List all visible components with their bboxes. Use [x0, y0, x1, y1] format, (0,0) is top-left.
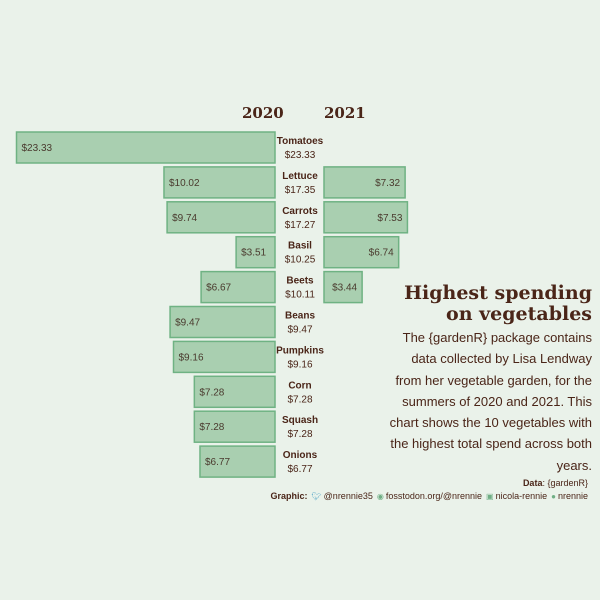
github-handle: nrennie [557, 491, 588, 501]
bar-label-2021-beets: $3.44 [332, 283, 357, 294]
bar-label-2020-onions: $6.77 [205, 457, 230, 468]
category-label-pumpkins: Pumpkins [276, 345, 324, 356]
year-header-2020: 2020 [242, 104, 284, 122]
bar-label-2020-squash: $7.28 [199, 422, 224, 433]
bar-2020-corn [193, 375, 276, 409]
category-label-beets: Beets [286, 276, 314, 287]
bar-2021-beets [323, 270, 363, 304]
category-label-basil: Basil [288, 241, 312, 252]
twitter-icon: 🐦︎ [311, 492, 322, 501]
bar-label-2020-basil: $3.51 [241, 248, 266, 259]
category-label-corn: Corn [288, 380, 311, 391]
bar-label-2021-basil: $6.74 [369, 248, 394, 259]
bar-label-2020-tomatoes: $23.33 [22, 143, 53, 154]
total-label-beans: $9.47 [287, 325, 312, 336]
total-label-corn: $7.28 [287, 394, 312, 405]
bar-2020-beets [200, 270, 276, 304]
bar-2020-basil [235, 235, 276, 269]
category-label-squash: Squash [282, 415, 318, 426]
total-label-basil: $10.25 [285, 255, 316, 266]
bar-2020-lettuce [163, 166, 276, 199]
category-label-carrots: Carrots [282, 206, 318, 217]
bar-2020-carrots [166, 201, 276, 234]
bar-label-2020-lettuce: $10.02 [169, 178, 200, 189]
total-label-pumpkins: $9.16 [287, 359, 312, 370]
data-source-text: : {gardenR} [542, 478, 588, 488]
data-source: Data: {gardenR} [400, 478, 588, 488]
bar-2020-onions [199, 445, 276, 478]
category-label-beans: Beans [285, 311, 315, 322]
linkedin-handle: nicola-rennie [495, 491, 548, 501]
total-label-beets: $10.11 [285, 290, 315, 301]
bar-label-2021-carrots: $7.53 [377, 213, 402, 224]
bar-2020-beans [169, 305, 276, 339]
graphic-credits: Graphic: 🐦︎ @nrennie35 ◉ fosstodon.org/@nren… [270, 491, 589, 501]
category-label-tomatoes: Tomatoes [277, 136, 324, 147]
data-source-label: Data [522, 478, 543, 488]
category-label-lettuce: Lettuce [282, 171, 318, 182]
bar-label-2020-pumpkins: $9.16 [179, 352, 204, 363]
bar-2021-carrots [323, 201, 409, 234]
bar-label-2020-beets: $6.67 [206, 283, 231, 294]
total-label-squash: $7.28 [287, 429, 312, 440]
mastodon-handle: fosstodon.org/@nrennie [385, 491, 483, 501]
linkedin-icon: ▣ [486, 492, 494, 501]
bar-label-2020-carrots: $9.74 [172, 213, 197, 224]
chart-description: The {gardenR} package contains data coll… [389, 330, 592, 473]
twitter-handle: @nrennie35 [323, 491, 373, 501]
bar-2020-squash [193, 410, 276, 443]
mastodon-icon: ◉ [376, 492, 384, 501]
graphic-label: Graphic [270, 491, 305, 501]
bar-2020-tomatoes [15, 131, 276, 164]
bar-2021-basil [323, 235, 400, 269]
bar-label-2020-corn: $7.28 [199, 387, 224, 398]
bar-label-2021-lettuce: $7.32 [375, 178, 400, 189]
bar-label-2020-beans: $9.47 [175, 318, 200, 329]
total-label-carrots: $17.27 [285, 220, 316, 231]
year-header-2021: 2021 [324, 104, 366, 122]
chart-title: Highest spending on vegetables [404, 282, 592, 325]
total-label-onions: $6.77 [287, 464, 312, 475]
total-label-lettuce: $17.35 [285, 185, 316, 196]
github-icon: ● [551, 492, 556, 501]
category-label-onions: Onions [283, 450, 318, 461]
bar-2020-pumpkins [172, 340, 276, 374]
total-label-tomatoes: $23.33 [285, 150, 316, 161]
bar-2021-lettuce [323, 166, 406, 199]
